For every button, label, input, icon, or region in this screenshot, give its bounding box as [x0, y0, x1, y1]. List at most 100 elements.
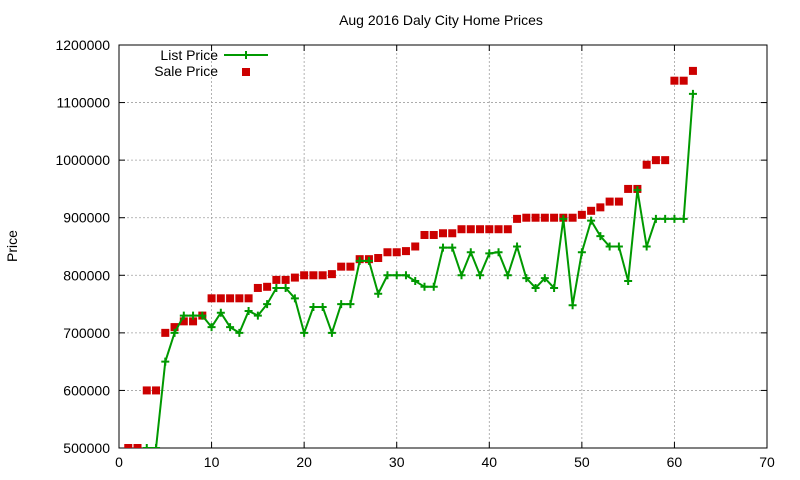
list-price-point [587, 216, 596, 225]
list-price-point [550, 283, 559, 292]
x-tick-label: 70 [759, 454, 775, 470]
list-price-point [392, 271, 401, 280]
list-price-point [346, 300, 355, 309]
list-price-point [679, 214, 688, 223]
y-tick-label: 1200000 [55, 37, 110, 53]
list-price-point [540, 274, 549, 283]
y-tick-label: 600000 [63, 382, 110, 398]
sale-price-point [540, 213, 549, 222]
sale-price-point [661, 156, 670, 165]
list-price-point [272, 283, 281, 292]
sale-price-point [688, 66, 697, 75]
sale-price-point [522, 213, 531, 222]
list-price-point [244, 306, 253, 315]
x-tick-label: 20 [296, 454, 312, 470]
list-price-point [642, 242, 651, 251]
list-price-point [281, 283, 290, 292]
y-tick-label: 800000 [63, 267, 110, 283]
sale-price-point [466, 225, 475, 234]
list-price-point [179, 311, 188, 320]
y-axis-ticks: 500000 600000 700000 800000 900000 1000000 110… [55, 37, 767, 456]
sale-price-point [253, 283, 262, 292]
list-price-point [596, 232, 605, 241]
x-tick-label: 40 [481, 454, 497, 470]
list-price-point [364, 256, 373, 265]
sale-price-point [152, 386, 161, 395]
list-price-point [290, 294, 299, 303]
list-price-point [522, 274, 531, 283]
sale-price-point [124, 444, 133, 448]
sale-price-point [189, 317, 198, 326]
list-price-point [226, 323, 235, 332]
sale-price-point [596, 203, 605, 212]
list-price-point [624, 277, 633, 286]
list-price-point [439, 243, 447, 252]
sale-price-point [651, 156, 660, 165]
sale-price-point [550, 213, 559, 222]
sale-price-point [476, 225, 485, 234]
sale-price-point [411, 242, 420, 251]
list-price-point [142, 444, 151, 448]
sale-price-point [587, 206, 596, 215]
y-tick-label: 500000 [63, 440, 110, 456]
sale-price-point [142, 386, 151, 395]
list-price-point [401, 271, 410, 280]
x-tick-label: 30 [389, 454, 405, 470]
list-price-point [327, 328, 336, 337]
y-tick-label: 1000000 [55, 152, 110, 168]
list-price-point [531, 283, 540, 292]
list-price-point [605, 242, 614, 251]
sale-price-point [383, 248, 392, 257]
list-price-point [559, 214, 568, 223]
sale-price-point [605, 197, 614, 206]
sale-price-point [642, 160, 651, 169]
list-price-point [420, 282, 429, 291]
list-price-point [485, 249, 494, 258]
list-price-point [429, 282, 438, 291]
y-tick-label: 900000 [63, 210, 110, 226]
list-price-point [476, 271, 485, 280]
sale-price-point [568, 213, 577, 222]
sale-price-point [503, 225, 512, 234]
list-price-point [170, 328, 179, 337]
x-tick-label: 60 [667, 454, 683, 470]
sale-price-point [614, 197, 623, 206]
list-price-point [448, 243, 457, 252]
chart-title: Aug 2016 Daly City Home Prices [339, 12, 543, 28]
list-price-point [411, 277, 420, 286]
sale-price-point [577, 210, 586, 219]
sale-price-point [494, 225, 503, 234]
list-price-point [494, 248, 503, 257]
sale-price-point [161, 328, 170, 337]
x-axis-ticks: 0 10 20 30 40 50 60 70 [115, 45, 775, 470]
sale-price-point [624, 184, 633, 193]
sale-price-point [235, 294, 244, 303]
x-tick-label: 0 [115, 454, 123, 470]
sale-price-point [170, 323, 179, 332]
sale-price-point [679, 76, 688, 85]
list-price-point [688, 89, 697, 98]
sale-price-point [226, 294, 235, 303]
plot-area-border [118, 44, 768, 449]
series-list-price [134, 89, 697, 458]
x-tick-label: 50 [574, 454, 590, 470]
list-price-point [457, 271, 466, 280]
list-price-point [614, 242, 623, 251]
list-price-point [134, 450, 142, 458]
legend-marker-sale-price [242, 68, 250, 76]
legend-label-list-price: List Price [160, 47, 218, 63]
list-price-point [374, 289, 383, 298]
sale-price-point [207, 294, 216, 303]
list-price-point [309, 302, 318, 311]
list-price-point [661, 214, 670, 223]
sale-price-point [263, 282, 272, 291]
list-price-point [300, 328, 309, 337]
list-price-point [235, 328, 244, 337]
sale-price-point [327, 270, 336, 279]
list-price-point [633, 186, 642, 195]
sale-price-point [439, 229, 447, 238]
sale-price-point [300, 271, 309, 280]
sale-price-point [244, 294, 253, 303]
list-price-point [152, 444, 161, 448]
